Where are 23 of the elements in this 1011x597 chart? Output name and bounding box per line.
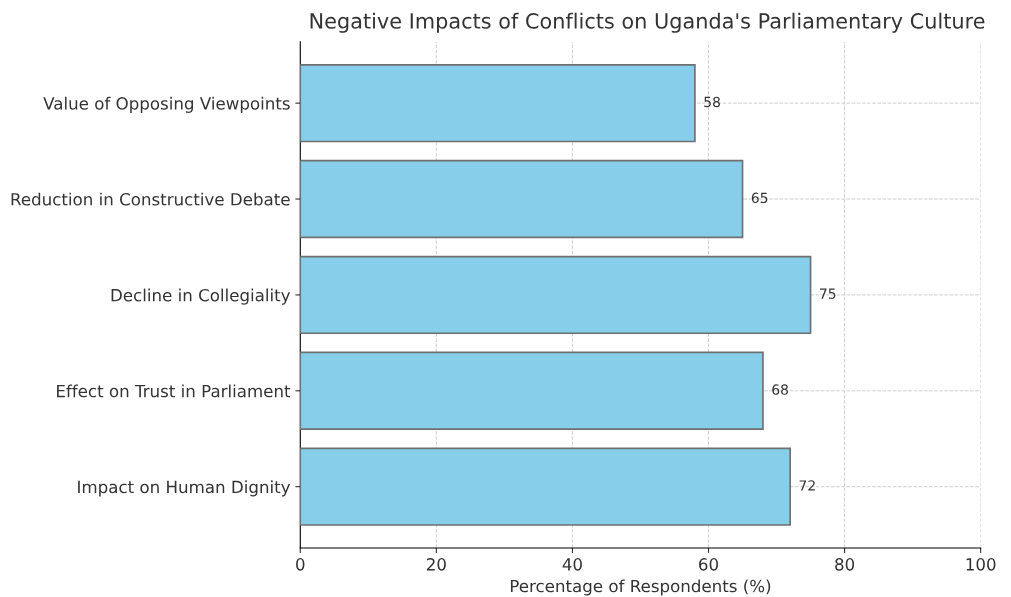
y-tick-label: Reduction in Constructive Debate xyxy=(11,192,290,206)
bar xyxy=(300,351,764,430)
data-label: 65 xyxy=(751,192,768,204)
data-label: 72 xyxy=(799,480,815,491)
x-tick-label: 0 xyxy=(296,558,305,571)
data-label: 58 xyxy=(704,96,720,108)
bar xyxy=(300,63,696,143)
bar xyxy=(300,255,812,335)
x-tick-label: 20 xyxy=(426,558,446,571)
x-axis-title: Percentage of Respondents (%) xyxy=(510,579,771,596)
x-tick-label: 60 xyxy=(699,558,719,571)
bar xyxy=(300,159,744,239)
bar xyxy=(300,447,791,526)
chart-title: Negative Impacts of Conflicts on Uganda's Parliamentary Culture xyxy=(310,12,985,33)
y-tick-label: Impact on Human Dignity xyxy=(78,480,291,497)
y-tick-label: Value of Opposing Viewpoints xyxy=(43,96,290,113)
data-label: 68 xyxy=(772,384,788,395)
y-tick-label: Decline in Collegiality xyxy=(111,288,291,305)
x-tick-label: 80 xyxy=(835,558,855,571)
y-tick-label: Effect on Trust in Parliament xyxy=(57,384,291,398)
data-label: 75 xyxy=(820,288,836,299)
x-tick-label: 40 xyxy=(562,558,582,571)
x-tick-label: 100 xyxy=(966,558,996,571)
